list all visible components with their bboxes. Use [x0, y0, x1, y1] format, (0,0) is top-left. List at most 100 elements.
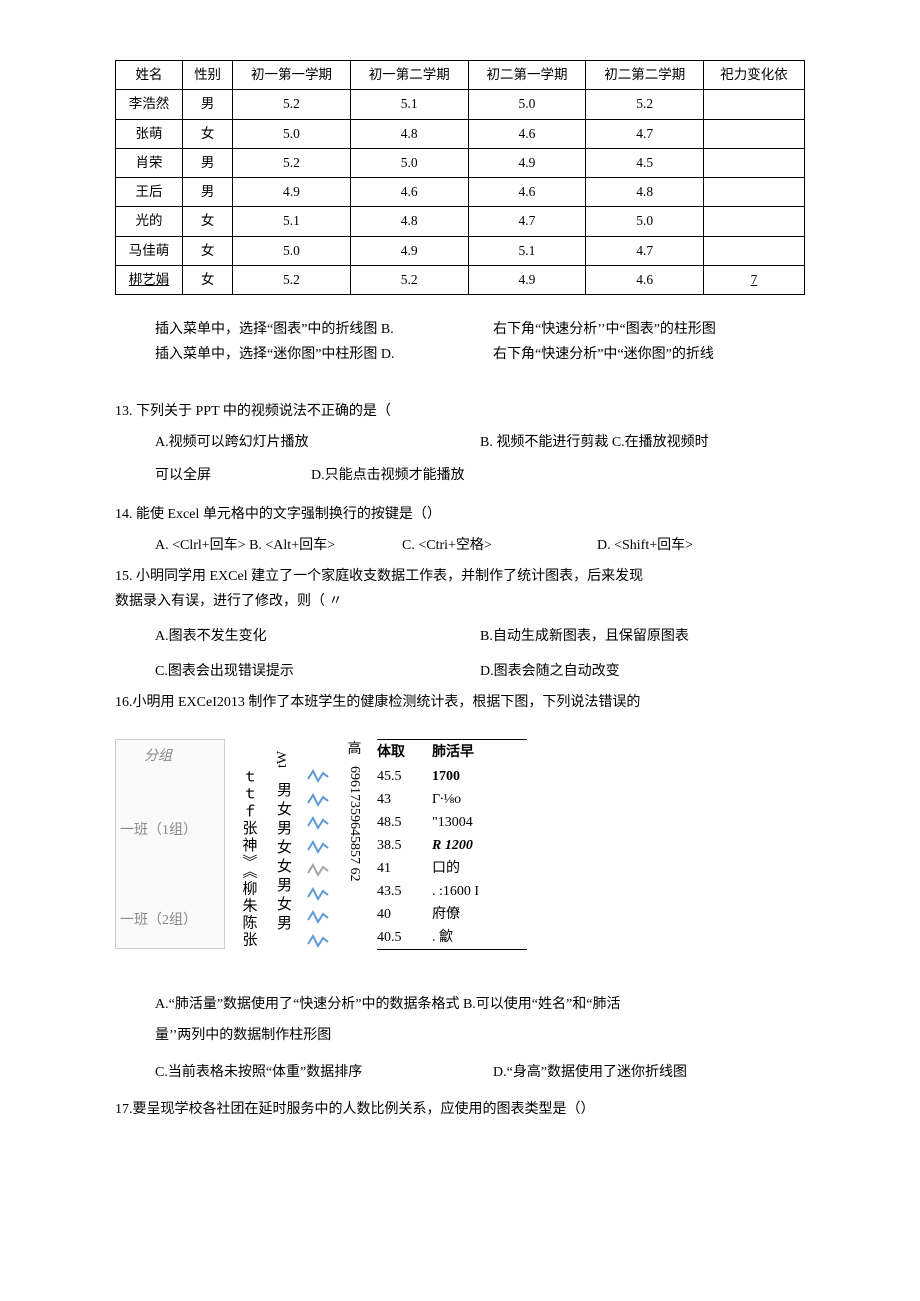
vision-table-cell: 5.1: [350, 90, 468, 119]
fig16-height-label: 高: [348, 739, 362, 760]
q15-opt-b: B.自动生成新图表，且保留原图表: [480, 626, 805, 647]
fig16-gender-col: 男女男女女男女男: [272, 762, 295, 952]
q16-opt-a: A.“肺活量”数据使用了“快速分析”中的数据条格式 B.可以使用“姓名”和“肺活: [155, 990, 805, 1021]
vision-table-cell: 5.0: [468, 90, 586, 119]
q17: 17.要呈现学校各社团在延时服务中的人数比例关系，应使用的图表类型是（）: [115, 1099, 805, 1120]
fig16-right-row: 45.51700: [377, 765, 527, 788]
q12-opt-d: 右下角“快速分析”中“迷你图”的折线: [493, 347, 714, 362]
vision-table-cell: 男: [183, 178, 233, 207]
fig16-right-cell: 40: [377, 904, 432, 925]
vision-table-cell: 王后: [116, 178, 183, 207]
vision-table-row: 张萌女5.04.84.64.7: [116, 119, 805, 148]
vision-table-cell: 4.8: [350, 207, 468, 236]
vision-table-cell: 5.0: [586, 207, 704, 236]
vision-table-cell: 光的: [116, 207, 183, 236]
q16-opt-a2: 量’’两列中的数据制作柱形图: [155, 1021, 805, 1052]
fig16-right-cell: 口的: [432, 858, 460, 879]
fig16-group-col: 分组 一班（1组） 一班（2组）: [115, 739, 225, 949]
q17-stem: 17.要呈现学校各社团在延时服务中的人数比例关系，应使用的图表类型是（）: [115, 1099, 805, 1120]
fig16-right-row: 40.5. 龡: [377, 926, 527, 949]
sparkline-icon: [306, 908, 332, 926]
fig16-right-cell: 1700: [432, 766, 460, 787]
q13-opt-b: B. 视频不能进行剪裁 C.在播放视频时: [480, 432, 805, 453]
fig16-right-row: 41口的: [377, 857, 527, 880]
vision-table-cell: 4.9: [233, 178, 351, 207]
vision-table-cell: 4.7: [468, 207, 586, 236]
vision-table-cell: 4.5: [586, 148, 704, 177]
vision-table-cell: 女: [183, 207, 233, 236]
vision-table-cell: 5.0: [350, 148, 468, 177]
vision-table-cell: 4.8: [350, 119, 468, 148]
vision-table-cell: 4.7: [586, 119, 704, 148]
vision-table-cell: [704, 207, 805, 236]
vision-table-header: 性别: [183, 61, 233, 90]
fig16-right-table: 体取肺活早45.5170043Γ∙⅛o48.5"1300438.5R 12004…: [377, 739, 527, 950]
vision-table-cell: 5.2: [350, 265, 468, 294]
q16: 16.小明用 EXCeI2013 制作了本班学生的健康检测统计表，根据下图，下列…: [115, 692, 805, 1083]
fig16-right-cell: 41: [377, 858, 432, 879]
q14: 14. 能使 Excel 单元格中的文字强制换行的按键是（） A. <Clrl+…: [115, 504, 805, 556]
fig16-right-row: 40府僚: [377, 903, 527, 926]
q13-line2-left: 可以全屏: [155, 465, 311, 486]
fig16-right-cell: 45.5: [377, 766, 432, 787]
vision-table-cell: 肖荣: [116, 148, 183, 177]
q16-stem: 16.小明用 EXCeI2013 制作了本班学生的健康检测统计表，根据下图，下列…: [115, 692, 805, 713]
vision-table-cell: 4.7: [586, 236, 704, 265]
vision-table-cell: 4.6: [350, 178, 468, 207]
vision-table-cell: 7: [704, 265, 805, 294]
q13-opt-a: A.视频可以跨幻灯片播放: [155, 432, 480, 453]
q13-opt-d: D.只能点击视频才能播放: [311, 465, 465, 486]
vision-table-cell: 5.2: [233, 148, 351, 177]
q15-stem1: 15. 小明同学用 EXCel 建立了一个家庭收支数据工作表，并制作了统计图表，…: [115, 566, 805, 587]
q12-options-row2: 插入菜单中，选择“迷你图”中柱形图 D. 右下角“快速分析”中“迷你图”的折线: [155, 344, 805, 365]
q12-options-row1: 插入菜单中，选择“图表”中的折线图 B. 右下角“快速分析’’中“图表”的柱形图: [155, 319, 805, 340]
vision-table-cell: 5.1: [468, 236, 586, 265]
vision-table-cell: 马佳萌: [116, 236, 183, 265]
vision-table-cell: [704, 90, 805, 119]
fig16-right-cell: Γ∙⅛o: [432, 789, 461, 810]
fig16-right-header-cell: 体取: [377, 742, 432, 763]
fig16-names-col: ｔｔｆ张神》《柳朱陈张: [237, 739, 260, 949]
fig16-right-cell: R 1200: [432, 835, 473, 856]
vision-table-cell: [704, 236, 805, 265]
sparkline-icon: [306, 838, 332, 856]
fig16-gender-top: tW: [272, 751, 293, 768]
q14-opt-c: C. <Ctri+空格>: [402, 535, 597, 556]
vision-table-cell: 5.2: [233, 90, 351, 119]
vision-table-row: 李浩然男5.25.15.05.2: [116, 90, 805, 119]
q15: 15. 小明同学用 EXCel 建立了一个家庭收支数据工作表，并制作了统计图表，…: [115, 566, 805, 682]
vision-table-cell: [704, 148, 805, 177]
sparkline-icon: [306, 861, 332, 879]
fig16-right-row: 48.5"13004: [377, 811, 527, 834]
fig16-right-cell: 43: [377, 789, 432, 810]
q13-stem: 13. 下列关于 PPT 中的视频说法不正确的是（: [115, 401, 805, 422]
vision-table-cell: 张萌: [116, 119, 183, 148]
fig16-right-cell: 38.5: [377, 835, 432, 856]
q14-stem: 14. 能使 Excel 单元格中的文字强制换行的按键是（）: [115, 504, 805, 525]
vision-table-cell: 4.9: [350, 236, 468, 265]
q16-figure: 分组 一班（1组） 一班（2组） ｔｔｆ张神》《柳朱陈张 tW 男女男女女男女男…: [115, 739, 805, 970]
vision-table-cell: 男: [183, 148, 233, 177]
fig16-group-top: 分组: [144, 746, 172, 767]
vision-table-cell: 5.2: [586, 90, 704, 119]
sparkline-icon: [306, 885, 332, 903]
q12-opt-c: 插入菜单中，选择“迷你图”中柱形图 D.: [155, 347, 395, 362]
vision-table-row: 马佳萌女5.04.95.14.7: [116, 236, 805, 265]
vision-table-header: 姓名: [116, 61, 183, 90]
vision-table-cell: [704, 178, 805, 207]
q15-opt-a: A.图表不发生变化: [155, 626, 480, 647]
vision-table-cell: 4.9: [468, 265, 586, 294]
vision-table-cell: 女: [183, 119, 233, 148]
fig16-group-g2: 一班（2组）: [120, 910, 197, 931]
vision-table-cell: 5.0: [233, 236, 351, 265]
fig16-right-row: 38.5R 1200: [377, 834, 527, 857]
vision-table-cell: 5.1: [233, 207, 351, 236]
vision-table-cell: [704, 119, 805, 148]
q12-opt-b: 右下角“快速分析’’中“图表”的柱形图: [493, 322, 716, 337]
fig16-right-header-cell: 肺活早: [432, 742, 474, 763]
vision-table-cell: 4.6: [468, 178, 586, 207]
fig16-right-cell: 40.5: [377, 927, 432, 948]
fig16-group-g1: 一班（1组）: [120, 820, 197, 841]
sparkline-icon: [306, 932, 332, 950]
vision-table-cell: 5.0: [233, 119, 351, 148]
